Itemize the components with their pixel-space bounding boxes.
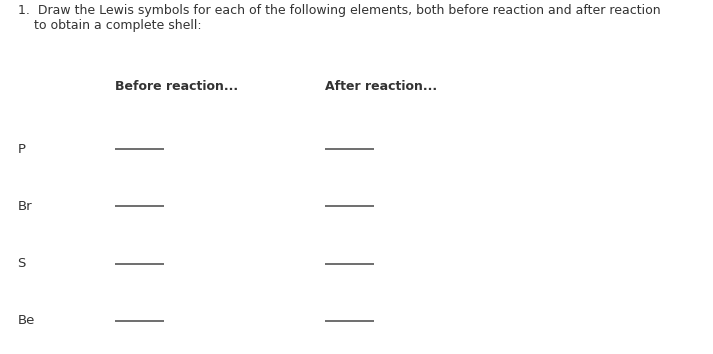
Text: S: S: [18, 257, 26, 270]
Text: Before reaction...: Before reaction...: [116, 80, 239, 93]
Text: Be: Be: [18, 314, 35, 327]
Text: Br: Br: [18, 200, 32, 213]
Text: 1.  Draw the Lewis symbols for each of the following elements, both before react: 1. Draw the Lewis symbols for each of th…: [18, 4, 660, 32]
Text: P: P: [18, 143, 26, 156]
Text: After reaction...: After reaction...: [325, 80, 437, 93]
